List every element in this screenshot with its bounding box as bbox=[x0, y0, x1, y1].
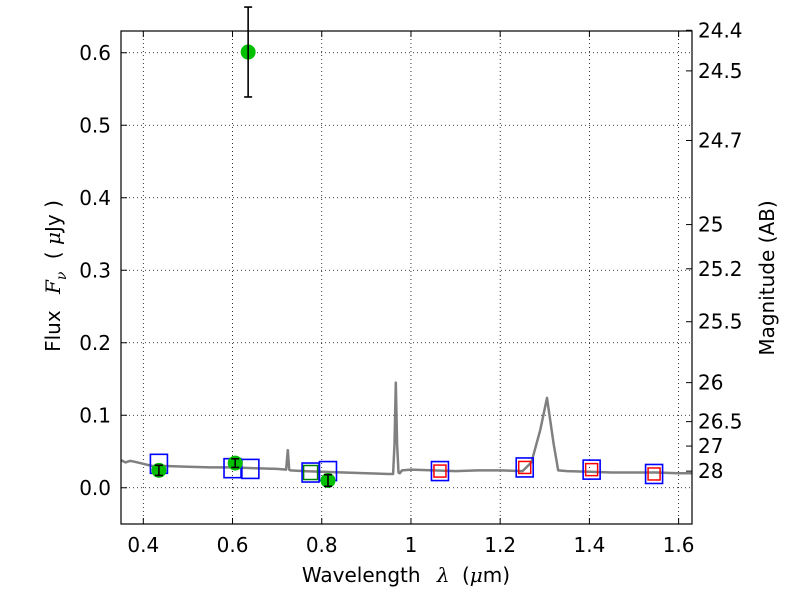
axis-ticks: 0.4 0.6 0.8 1 1.2 1.4 1.6 0.0 0.1 0.2 0.3 0.4 0.5 0.6… bbox=[79, 18, 742, 557]
magnitude-axis-label: Magnitude (AB) bbox=[755, 200, 779, 355]
magnitude-tick-label: 25 bbox=[698, 213, 723, 237]
x-tick-label: 1 bbox=[405, 533, 418, 557]
x-axis-label-unit-open: ( bbox=[462, 563, 470, 587]
model-photometry-box bbox=[430, 460, 450, 482]
magnitude-tick-label: 28 bbox=[698, 459, 723, 483]
model-photometry-inner-box bbox=[584, 462, 599, 477]
y-axis-label-unit-rest: Jy ) bbox=[41, 200, 65, 234]
y-tick-label: 0.4 bbox=[79, 186, 111, 210]
magnitude-tick-label: 24.7 bbox=[698, 128, 743, 152]
plot-frame bbox=[120, 30, 693, 525]
y-tick-label: 0.6 bbox=[79, 41, 111, 65]
y-axis-label-unit-mu: μ bbox=[41, 232, 65, 245]
x-axis-label-unit-mu: μ bbox=[470, 563, 483, 587]
model-photometry-box bbox=[515, 457, 535, 478]
magnitude-tick-label: 24.4 bbox=[698, 18, 743, 42]
grid-lines bbox=[121, 31, 692, 524]
magnitude-tick-label: 25.5 bbox=[698, 310, 743, 334]
model-spectrum-line bbox=[120, 381, 692, 476]
y-tick-label: 0.5 bbox=[79, 113, 111, 137]
x-tick-label: 1.2 bbox=[484, 533, 516, 557]
x-tick-label: 0.6 bbox=[217, 533, 249, 557]
y-axis-label-subscript: ν bbox=[54, 271, 70, 280]
y-axis-label-text: Flux bbox=[41, 310, 65, 352]
y-tick-label: 0.1 bbox=[79, 403, 111, 427]
x-tick-label: 0.4 bbox=[127, 533, 159, 557]
y-tick-label: 0.2 bbox=[79, 331, 111, 355]
x-axis-label-unit-rest: m) bbox=[483, 563, 510, 587]
magnitude-tick-label: 25.2 bbox=[698, 257, 743, 281]
x-tick-label: 1.4 bbox=[573, 533, 605, 557]
model-photometry-inner-box bbox=[433, 464, 447, 478]
magnitude-tick-label: 27 bbox=[698, 434, 723, 458]
y-axis-label-unit-open: ( bbox=[41, 245, 65, 259]
x-axis-label-symbol: λ bbox=[436, 563, 450, 587]
model-photometry-box bbox=[582, 459, 601, 480]
x-axis-label-text: Wavelength bbox=[302, 563, 421, 587]
magnitude-tick-label: 26 bbox=[698, 371, 723, 395]
y-axis-label-symbol: F bbox=[41, 279, 65, 295]
model-photometry-inner-box bbox=[647, 467, 661, 481]
x-tick-label: 0.8 bbox=[306, 533, 338, 557]
magnitude-tick-label: 26.5 bbox=[698, 410, 743, 434]
y-axis-label: Flux Fν ( μJy ) bbox=[41, 200, 71, 352]
y-tick-label: 0.0 bbox=[79, 476, 111, 500]
x-tick-label: 1.6 bbox=[663, 533, 695, 557]
x-axis-label: Wavelength λ (μm) bbox=[302, 563, 510, 587]
y-tick-label: 0.3 bbox=[79, 258, 111, 282]
model-photometry-box bbox=[644, 463, 664, 485]
model-photometry-box bbox=[241, 458, 260, 480]
plot-content bbox=[120, 6, 692, 488]
magnitude-tick-label: 24.5 bbox=[698, 59, 743, 83]
model-photometry-inner-box bbox=[517, 460, 532, 475]
model-photometry-inner-box bbox=[302, 464, 319, 481]
